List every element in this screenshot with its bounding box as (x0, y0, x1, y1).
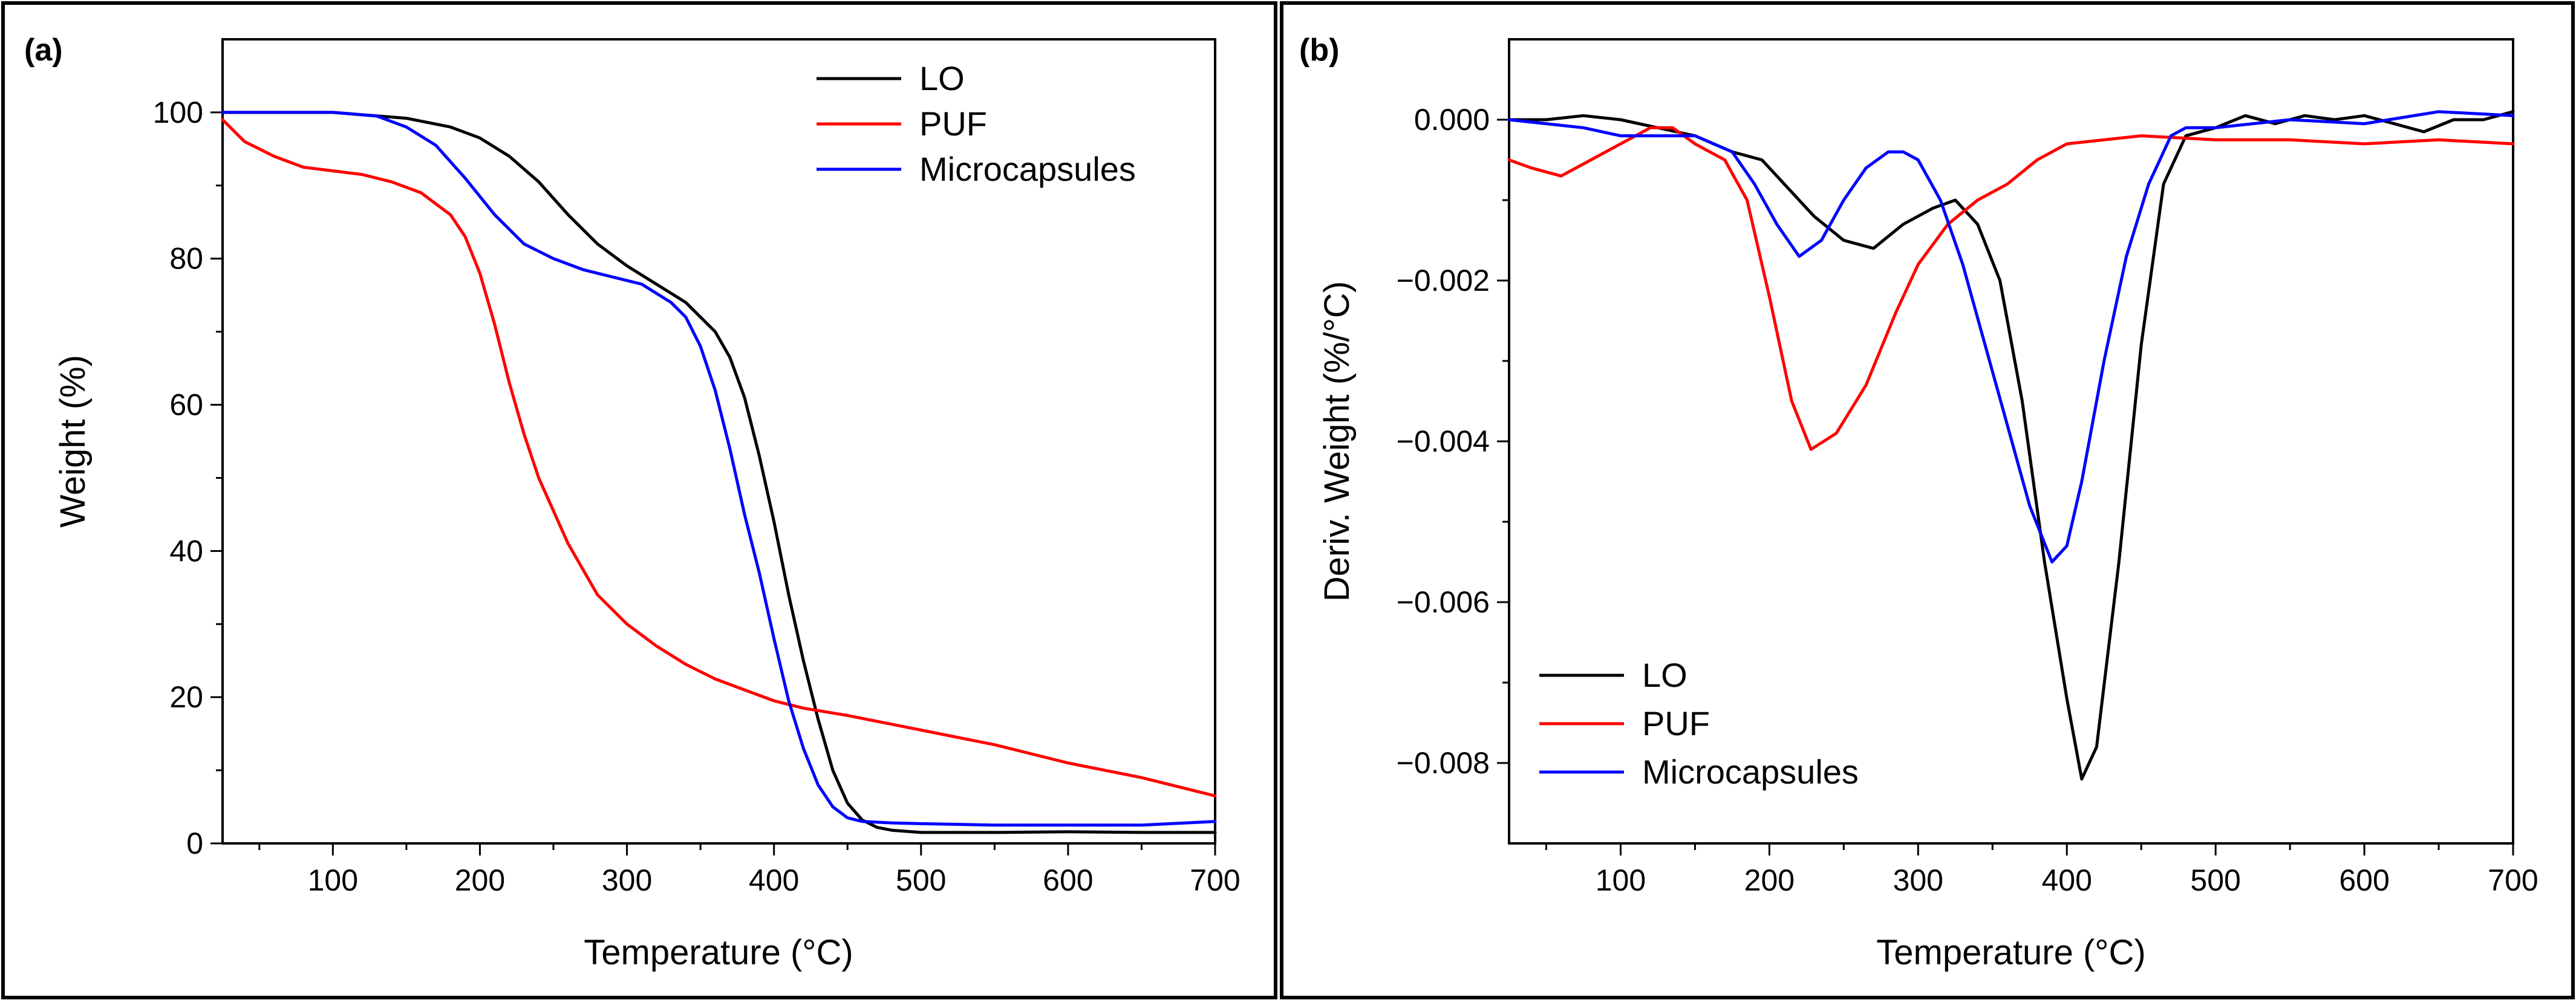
panel-a-ytick-label-4: 80 (169, 242, 203, 276)
panel-a-xlabel: Temperature (°C) (584, 933, 853, 972)
panel-a-chart: 100 200 300 400 500 600 700 0 20 40 60 80 100 Temper… (53, 38, 1241, 972)
panel-b-ytick-label-0: 0.000 (1414, 103, 1490, 137)
panel-b-legend-label-microcapsules: Microcapsules (1642, 753, 1859, 791)
panel-a-ytick-label-3: 60 (169, 388, 203, 422)
panel-b-xtick-label-400: 400 (2042, 863, 2092, 897)
panel-b-ytick-label-4: −0.008 (1397, 746, 1490, 780)
panel-b-xtick-label-700: 700 (2488, 863, 2538, 897)
panel-a-xtick-label-100: 100 (308, 863, 358, 897)
panel-b-label: (b) (1299, 33, 1339, 68)
panel-a-ytick-label-2: 40 (169, 534, 203, 568)
panel-a-legend-label-microcapsules: Microcapsules (919, 150, 1136, 188)
panel-b-xtick-label-100: 100 (1596, 863, 1646, 897)
panel-a-legend: LO PUF Microcapsules (817, 59, 1136, 188)
panel-a-ytick-label-5: 100 (153, 96, 203, 129)
panel-a-xtick-label-400: 400 (749, 863, 799, 897)
panel-b-series (1507, 110, 2515, 781)
panel-b-xtick-label-200: 200 (1744, 863, 1795, 897)
panel-a-legend-label-puf: PUF (919, 105, 987, 143)
panel-a-ticks: 100 200 300 400 500 600 700 0 20 40 60 80 100 (153, 96, 1241, 897)
panel-a-ylabel: Weight (%) (53, 355, 93, 528)
panel-b-ticks: 100 200 300 400 500 600 700 0.000 −0.002 −0.004 −0… (1397, 103, 2539, 897)
panel-a-xtick-label-200: 200 (455, 863, 505, 897)
panel-a-series-lo-line (221, 111, 1217, 834)
panel-b-xtick-label-300: 300 (1893, 863, 1943, 897)
panel-b-ytick-label-2: −0.004 (1397, 424, 1490, 458)
panel-b-ylabel: Deriv. Weight (%/°C) (1317, 281, 1357, 602)
panel-a-xtick-label-300: 300 (602, 863, 652, 897)
panel-b-legend: LO PUF Microcapsules (1539, 656, 1859, 791)
panel-b-legend-label-puf: PUF (1642, 704, 1710, 742)
panel-b-xlabel: Temperature (°C) (1876, 933, 2145, 972)
panel-a-xtick-label-700: 700 (1190, 863, 1240, 897)
panel-b-chart: 100 200 300 400 500 600 700 0.000 −0.002 −0.004 −0… (1317, 38, 2539, 972)
panel-a-label: (a) (24, 33, 63, 68)
panel-b-series-microcapsules-line (1507, 110, 2515, 563)
panel-a-plot-border (221, 38, 1216, 845)
panel-b-frame (1280, 1, 2575, 999)
panel-a-legend-label-lo: LO (919, 59, 965, 97)
panel-b-xtick-label-600: 600 (2339, 863, 2389, 897)
panel-a-series-microcapsules-line (221, 111, 1217, 827)
panel-b-ytick-label-3: −0.006 (1397, 585, 1490, 619)
panel-b-ytick-label-1: −0.002 (1397, 264, 1490, 297)
panel-a-ytick-label-0: 0 (186, 826, 203, 860)
panel-b-legend-label-lo: LO (1642, 656, 1687, 694)
panel-a-xtick-label-500: 500 (896, 863, 946, 897)
panel-a-frame (1, 1, 1277, 999)
panel-a-ytick-label-1: 20 (169, 680, 203, 714)
panel-a-series (221, 111, 1217, 834)
panel-a-series-puf-line (221, 118, 1217, 797)
panel-b-xtick-label-500: 500 (2190, 863, 2240, 897)
panel-a-xtick-label-600: 600 (1043, 863, 1093, 897)
